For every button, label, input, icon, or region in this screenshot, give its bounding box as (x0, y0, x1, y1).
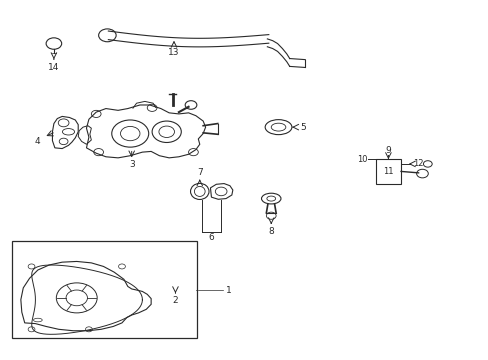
Text: 7: 7 (197, 168, 202, 177)
Text: 1: 1 (225, 285, 231, 294)
Text: 10: 10 (357, 155, 367, 164)
Text: 3: 3 (128, 161, 134, 170)
Bar (375, 159, 400, 184)
Text: 9: 9 (385, 146, 390, 155)
Text: 6: 6 (208, 233, 214, 242)
Text: 13: 13 (168, 48, 180, 57)
Text: 5: 5 (299, 123, 305, 132)
Text: 12: 12 (412, 159, 423, 168)
Text: 14: 14 (48, 63, 60, 72)
Text: 4: 4 (35, 137, 41, 146)
Bar (12, 242, 197, 338)
Text: 2: 2 (172, 296, 178, 305)
Text: 8: 8 (268, 227, 274, 236)
Text: 11: 11 (383, 167, 393, 176)
